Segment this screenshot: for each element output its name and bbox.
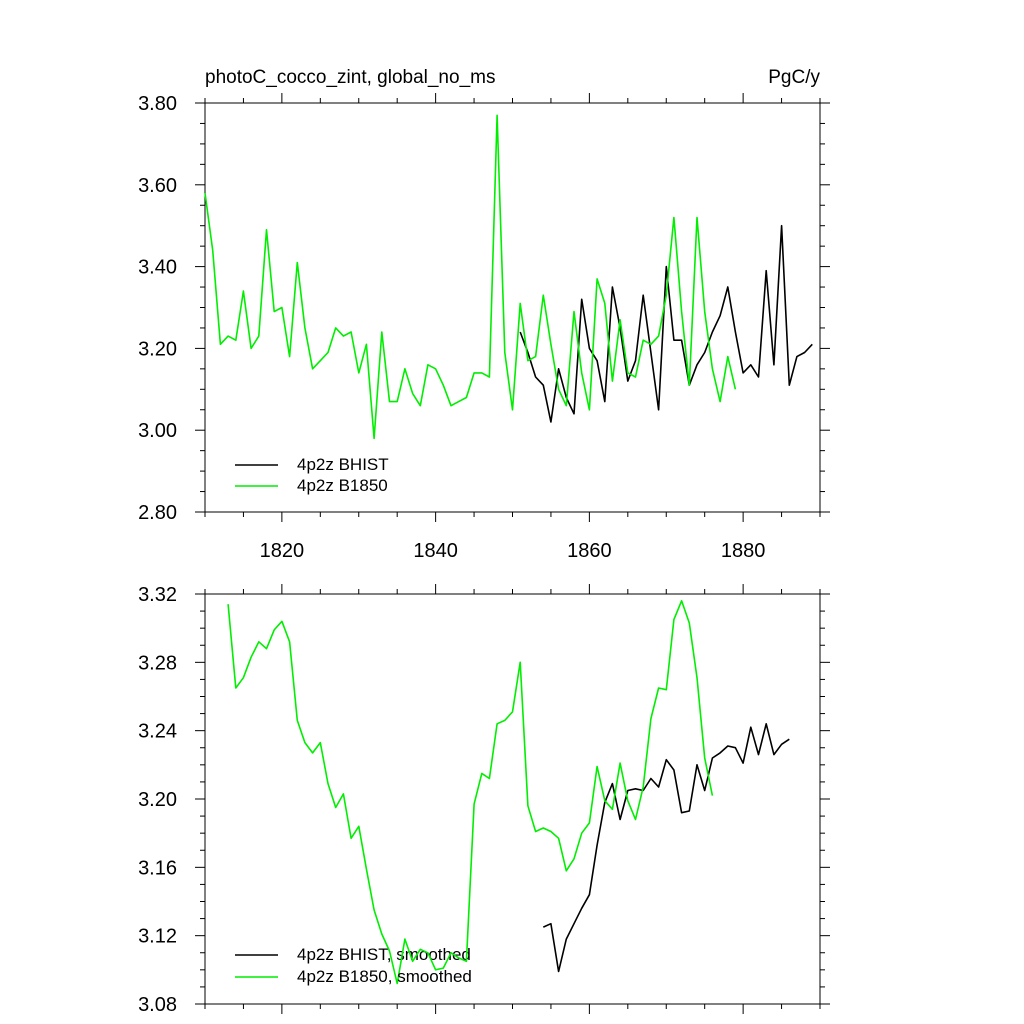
x-tick-label: 1880 bbox=[721, 540, 766, 562]
x-tick-label: 1840 bbox=[413, 540, 458, 562]
y-tick-label: 2.80 bbox=[138, 502, 177, 524]
y-tick-label: 3.16 bbox=[138, 857, 177, 879]
series-line-0 bbox=[519, 224, 813, 423]
chart-title: photoC_cocco_zint, global_no_ms bbox=[205, 67, 495, 88]
x-tick-label: 1860 bbox=[567, 540, 612, 562]
x-tick-label: 1820 bbox=[260, 540, 305, 562]
legend-label: 4p2z B1850, smoothed bbox=[297, 967, 472, 986]
plot-frame bbox=[204, 593, 821, 1005]
y-tick-label: 3.00 bbox=[138, 420, 177, 442]
units-label: PgC/y bbox=[768, 67, 820, 88]
y-tick-label: 3.28 bbox=[138, 652, 177, 674]
y-tick-label: 3.20 bbox=[138, 338, 177, 360]
y-tick-label: 3.40 bbox=[138, 257, 177, 279]
legend-label: 4p2z B1850 bbox=[297, 476, 388, 495]
plot-frame bbox=[204, 102, 821, 513]
series-line-0 bbox=[542, 722, 790, 973]
y-tick-label: 3.20 bbox=[138, 789, 177, 811]
y-tick-label: 3.24 bbox=[138, 721, 177, 743]
series-line-1 bbox=[227, 599, 714, 985]
bottom-panel: 3.08 3.12 3.16 3.20 3.24 3.28 3.32 4p2z BHIST, … bbox=[138, 584, 830, 1016]
legend-label: 4p2z BHIST, smoothed bbox=[297, 945, 471, 964]
y-tick-label: 3.08 bbox=[138, 994, 177, 1016]
top-panel: 2.80 3.00 3.20 3.40 3.60 3.80 1820 1840 1860 1880… bbox=[138, 67, 830, 562]
y-tick-label: 3.80 bbox=[138, 93, 177, 115]
y-tick-label: 3.32 bbox=[138, 584, 177, 606]
y-tick-label: 3.60 bbox=[138, 175, 177, 197]
y-tick-label: 3.12 bbox=[138, 926, 177, 948]
legend-label: 4p2z BHIST bbox=[297, 455, 389, 474]
series-line-1 bbox=[204, 114, 737, 440]
